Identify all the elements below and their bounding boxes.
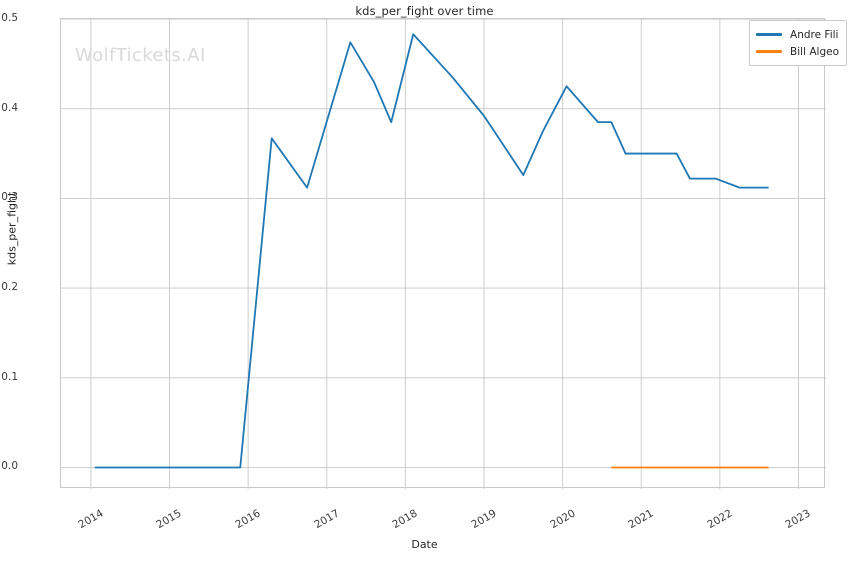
- data-series-layer: [94, 33, 769, 469]
- y-tick-label: 0.3: [1, 191, 18, 204]
- y-tick-label: 0.4: [1, 101, 18, 114]
- x-tick-label: 2020: [548, 507, 578, 532]
- series-line: [94, 33, 769, 469]
- x-axis-label: Date: [411, 538, 438, 551]
- y-tick-label: 0.0: [1, 460, 18, 473]
- chart-legend: Andre Fili Bill Algeo: [749, 20, 847, 66]
- x-tick-label: 2015: [154, 507, 185, 532]
- y-tick-label: 0.1: [1, 370, 18, 383]
- legend-label: Andre Fili: [790, 28, 839, 41]
- x-tick-label: 2023: [783, 507, 814, 532]
- y-tick-label: 0.5: [1, 12, 18, 24]
- y-tick-label: 0.2: [1, 281, 18, 294]
- x-tick-label: 2017: [312, 507, 342, 532]
- x-tick-label: 2016: [233, 507, 263, 532]
- x-tick-label: 2019: [469, 507, 499, 532]
- y-axis-label: kds_per_fight: [5, 191, 19, 266]
- legend-item[interactable]: Bill Algeo: [756, 43, 839, 60]
- legend-color-swatch: [756, 50, 783, 53]
- x-tick-label: 2014: [76, 507, 106, 532]
- x-tick-label: 2021: [626, 507, 656, 532]
- plot-area: WolfTickets.AI: [60, 18, 826, 489]
- legend-label: Bill Algeo: [790, 45, 839, 58]
- legend-item[interactable]: Andre Fili: [756, 26, 839, 43]
- x-tick-label: 2018: [390, 507, 420, 532]
- chart-title: kds_per_fight over time: [355, 4, 494, 18]
- x-tick-label: 2022: [705, 507, 735, 532]
- legend-color-swatch: [756, 33, 783, 36]
